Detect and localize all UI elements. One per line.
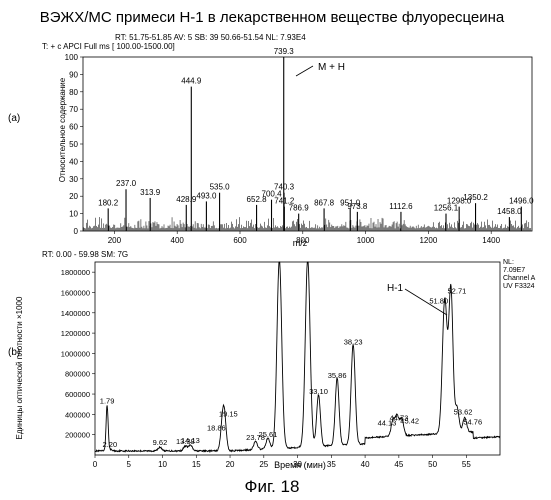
chrom-x-tick-label: 10: [158, 460, 167, 469]
ms-peak-label: 493.0: [196, 191, 217, 200]
ms-y-tick-label: 60: [69, 123, 78, 132]
chrom-x-tick-label: 55: [462, 460, 471, 469]
ms-peak-label: 180.2: [98, 198, 119, 207]
chrom-y-tick-label: 1200000: [61, 329, 90, 338]
ms-peak-label: 1350.2: [463, 193, 488, 202]
ms-y-axis-label: Относительное содержание: [58, 77, 67, 182]
panel-a-label: (a): [8, 113, 20, 124]
chrom-peak-label: 1.79: [100, 396, 115, 405]
chrom-x-tick-label: 20: [226, 460, 235, 469]
chrom-header-line1: RT: 0.00 - 59.98 SM: 7G: [42, 250, 128, 259]
chrom-nl-line3: Channel A: [503, 275, 536, 282]
chrom-y-tick-label: 200000: [65, 431, 90, 440]
chrom-x-tick-label: 40: [361, 460, 370, 469]
chrom-y-tick-label: 600000: [65, 390, 90, 399]
ms-peak-label: 867.8: [314, 198, 335, 207]
chrom-y-axis-label: Единицы оптической плотности ×1000: [15, 296, 24, 439]
ms-x-tick-label: 800: [296, 236, 310, 245]
chromatogram-panel: RT: 0.00 - 59.98 SM: 7G (b) Единицы опти…: [8, 250, 536, 470]
ms-header-line2: T: + c APCI Full ms [ 100.00-1500.00]: [42, 42, 175, 51]
ms-x-tick-label: 1200: [419, 236, 437, 245]
chrom-peak-label: 14.13: [181, 436, 200, 445]
chrom-x-tick-label: 15: [192, 460, 201, 469]
chrom-peak-label: 35.86: [328, 371, 347, 380]
chrom-x-tick-label: 30: [293, 460, 302, 469]
chrom-peak-label: 52.71: [448, 287, 467, 296]
ms-y-tick-label: 30: [69, 175, 78, 184]
ms-y-tick-label: 70: [69, 105, 78, 114]
chrom-peak-label: 19.15: [219, 409, 238, 418]
figure-caption: Фиг. 18: [245, 477, 300, 496]
ms-y-tick-label: 80: [69, 88, 78, 97]
ms-peak-label: 1112.6: [389, 202, 413, 211]
chrom-x-tick-label: 25: [259, 460, 268, 469]
chrom-peak-label: 25.61: [259, 430, 278, 439]
chrom-x-tick-label: 50: [428, 460, 437, 469]
ms-header-line1: RT: 51.75-51.85 AV: 5 SB: 39 50.66-51.54…: [115, 33, 306, 42]
chrom-peak-label: 18.86: [207, 424, 226, 433]
figure-title: ВЭЖХ/МС примеси Н-1 в лекарственном веще…: [40, 9, 505, 26]
ms-peak-label: 444.9: [181, 77, 202, 86]
chrom-y-tick-label: 1000000: [61, 349, 90, 358]
chrom-peak-label: 54.76: [463, 418, 482, 427]
chrom-y-tick-label: 1400000: [61, 309, 90, 318]
ms-x-tick-label: 400: [171, 236, 185, 245]
ms-peak-label: 786.9: [289, 204, 310, 213]
chrom-peak-label: 9.62: [153, 438, 168, 447]
ms-peak-label: 739.3: [274, 47, 295, 56]
chrom-y-tick-label: 800000: [65, 370, 90, 379]
ms-y-tick-label: 50: [69, 140, 78, 149]
chrom-peak-label: 51.80: [429, 297, 448, 306]
chrom-nl-line2: 7.09E7: [503, 267, 525, 274]
chrom-peak-label: 2.20: [103, 440, 118, 449]
chrom-y-tick-label: 1600000: [61, 288, 90, 297]
chrom-y-tick-label: 1800000: [61, 268, 90, 277]
chrom-annotation-h1: H-1: [387, 283, 404, 294]
chrom-trace-line: [95, 262, 500, 452]
ms-peak-label: 1496.0: [509, 197, 534, 206]
ms-y-tick-label: 40: [69, 157, 78, 166]
chrom-nl-line4: UV F3324: [503, 283, 535, 290]
chrom-nl-line1: NL:: [503, 259, 514, 266]
ms-annotation-pointer: [296, 66, 313, 76]
chrom-x-tick-label: 45: [394, 460, 403, 469]
chrom-peak-label: 53.62: [454, 407, 473, 416]
chrom-peak-label: 45.42: [400, 417, 419, 426]
ms-x-tick-label: 1000: [357, 236, 375, 245]
chrom-peak-label: 38.23: [344, 337, 363, 346]
mass-spectrum-panel: RT: 51.75-51.85 AV: 5 SB: 39 50.66-51.54…: [8, 33, 534, 248]
ms-y-tick-label: 100: [65, 53, 79, 62]
ms-x-tick-label: 200: [108, 236, 122, 245]
ms-y-tick-label: 10: [69, 210, 78, 219]
ms-peak-label: 237.0: [116, 179, 137, 188]
chrom-x-tick-label: 0: [93, 460, 98, 469]
ms-peak-label: 535.0: [210, 183, 231, 192]
ms-peak-label: 740.3: [274, 183, 295, 192]
ms-y-tick-label: 20: [69, 192, 78, 201]
chrom-x-tick-label: 5: [127, 460, 132, 469]
chrom-y-tick-label: 400000: [65, 410, 90, 419]
ms-y-tick-label: 0: [74, 227, 79, 236]
ms-peak-label: 313.9: [140, 188, 161, 197]
ms-peak-label: 428.9: [176, 195, 197, 204]
ms-x-tick-label: 1400: [482, 236, 500, 245]
chrom-peak-label: 33.10: [309, 387, 328, 396]
ms-peak-label: 1458.0: [497, 207, 522, 216]
ms-y-tick-label: 90: [69, 70, 78, 79]
ms-peak-label: 973.8: [347, 202, 368, 211]
chrom-x-tick-label: 35: [327, 460, 336, 469]
ms-annotation-m-plus-h: M + H: [318, 62, 345, 73]
ms-x-tick-label: 600: [233, 236, 247, 245]
